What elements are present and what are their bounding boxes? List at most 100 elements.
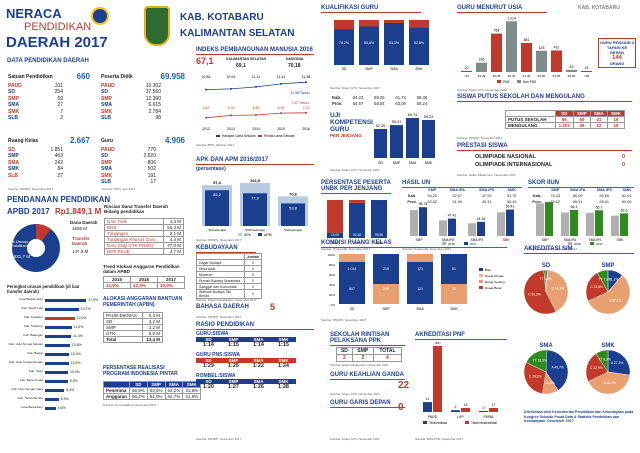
akreditasi-slice-label: A 40,7% <box>551 366 563 370</box>
prestasi-value: 0 <box>621 154 625 160</box>
usia-chart: 10 <24 186 24-29 768 30-35 1.014 36-40 581 41-45 4… <box>461 16 592 84</box>
putus-source: Sumber: PDSPK, November 2017 <box>457 136 503 140</box>
pnf-legend-swatch-2 <box>465 421 469 424</box>
unbk-bar-bg <box>349 200 365 203</box>
ipm-top-label: 11,58 <box>302 75 311 79</box>
pip-cell: 62,7% <box>164 393 184 400</box>
prestasi-row: OLIMPIADE NASIONAL 0 <box>475 153 625 161</box>
ppk-h2: SMP <box>351 347 374 355</box>
keb-row: Warisan Budaya Tak Benda 0 <box>196 289 263 299</box>
skor-bar-prev <box>586 212 594 236</box>
akreditasi-slice <box>523 269 557 315</box>
unbk-chart: 14,06 SMP 92,38 SMA 99,96 SMK <box>327 200 387 245</box>
ipm-value: 67,1 <box>196 56 214 66</box>
peringkat-value: 10,4% <box>70 352 81 356</box>
satuan-row-label: SMA <box>8 102 20 108</box>
kondisi-legend: Rusak Ringan <box>485 274 504 278</box>
ukg-cat: SMA <box>409 161 417 165</box>
hasil-cell: 47,93 <box>481 194 492 198</box>
hasil-bar <box>477 221 485 236</box>
ukg-bar <box>422 120 435 158</box>
keahlian-value: 22 <box>398 380 410 391</box>
usia-value: 581 <box>524 38 530 42</box>
usia-value: 43 <box>570 65 574 69</box>
usia-title: GURU MENURUT USIA <box>457 5 547 13</box>
akreditasi-slice <box>595 349 609 373</box>
rasio-value: 1:15 <box>277 342 289 348</box>
ukg-bar <box>390 125 403 158</box>
hasil-cell: Kab. <box>407 194 417 198</box>
peringkat-bar <box>45 362 69 365</box>
guru-row-label: SD <box>101 153 108 159</box>
tren-val-3: 10,0% <box>157 282 185 289</box>
peringkat-title: Peringkat urusan pendidikan (di luar tra… <box>7 284 80 294</box>
footer: Diterbitkan oleh Kementerian Pendidikan … <box>524 410 634 423</box>
skor-cat: SMA IPA <box>564 238 577 242</box>
rasio-heads: SD SMP SMA SMK <box>196 337 296 342</box>
garis-value: 0 <box>398 402 404 413</box>
hasil-value: 56,41 <box>506 205 515 209</box>
hasil-cell: Prov. <box>407 200 417 204</box>
akreditasi-slice-label: TT 7,9% <box>599 277 611 281</box>
hasil-head-cell: SMK <box>507 188 516 192</box>
ukg-bar <box>374 129 387 158</box>
satuan-row: SLB 2 <box>8 115 63 122</box>
kondisi-chart: 100% 80% 60% 40% 20% 0% 807 1.044 SD 248 215 SMP 121… <box>327 253 505 311</box>
ppk-title: SEKOLAH RINTISAN PELAKSANA PPK <box>330 332 405 346</box>
apk-source: Sumber: PDSPK, November 2017 <box>196 238 242 242</box>
ukg-cell: 54,57 <box>352 100 364 106</box>
guru-list: PAUD 770 SD 2.620 SMP 806 SMA 502 SMK 191 SLB 17 <box>101 147 156 186</box>
pip-cell: Penerima <box>102 387 131 394</box>
skor-cat: SMA IPS <box>589 238 602 242</box>
peringkat-chart: Kota Banjarmasin 17,9% Kab. Tanah Laut 14,7… <box>7 297 98 416</box>
pnf-cat: PAUD <box>428 415 438 419</box>
apk-value: 70,6 <box>289 191 298 196</box>
guru-row-value: 806 <box>147 159 156 166</box>
peringkat-bar <box>45 299 87 302</box>
peringkat-value: 12,9% <box>76 316 87 320</box>
skor-cell: 75,62 <box>550 200 560 204</box>
akreditasi-slice-label: C 55,9% <box>528 292 541 296</box>
kondisi-bar-top <box>339 254 365 262</box>
ipm-legend-swatch-2 <box>258 135 262 137</box>
rasio-label: GURU PNS:SISWA <box>196 352 241 358</box>
kondisi-axis-tick: 80% <box>329 263 335 267</box>
kualifikasi-chart: 79,2% SD 85,4% SMP 93,3% SMA 82,8% SMK <box>334 20 429 70</box>
satuan-row: SMP 59 <box>8 96 63 103</box>
dpd-source: Sumber: PDSPK, November 2017 <box>8 187 54 191</box>
pip-row: Penerima 66,9% 54,5% 63,2% 31,8% <box>102 387 202 394</box>
guru-row: SMP 806 <box>101 160 156 167</box>
peringkat-label: Kota Banjarbaru <box>21 405 43 409</box>
usia-legend-1: PNS <box>503 80 510 84</box>
skor-cat: SMK <box>617 238 625 242</box>
akreditasi-title: AKREDITASI S/M <box>524 246 634 254</box>
usia-cat: 56-60 <box>568 74 576 78</box>
akreditasi-slice <box>523 362 547 394</box>
peserta-row-value: 10.302 <box>145 82 161 89</box>
ipm-kal: 69,1 <box>236 63 246 69</box>
akreditasi-slice <box>587 274 631 315</box>
dpd-source-2: Sumber: DPN, Juni 2017 <box>102 187 136 191</box>
skor-head-cell: SMK <box>622 188 631 192</box>
satuan-row-label: SMP <box>8 95 19 102</box>
hasil-cell: 53,75 <box>506 194 517 198</box>
kondisi-value-1: 248 <box>383 287 389 291</box>
rasio-head: SMK <box>278 337 289 342</box>
skor-row: Prov. 75,62 66,31 65,61 60,00 <box>528 199 636 205</box>
kelas-row-value: 1.851 <box>50 146 63 153</box>
prestasi-source: Sumber: Ditjen Dikdasmen, November 2017 <box>457 173 516 177</box>
hasil-head-cell: SMA IPA <box>449 188 465 192</box>
usia-cat: 51-55 <box>553 74 561 78</box>
apk-chart: 97,4 85,2 SD/sederajat 102,5 77,9 SMP/sederaj… <box>202 178 308 237</box>
skor-cell: 66,31 <box>572 200 583 204</box>
pendanaan-source: Sumber: Kemendikbud, November 2017 <box>103 403 157 407</box>
apk-value: 102,5 <box>250 178 261 183</box>
peringkat-label: Kab. Tapin <box>28 369 43 373</box>
apbd-value: Rp1.849,1 M <box>55 207 102 216</box>
unbk-bar-bg <box>327 200 343 233</box>
ukg-row: Prov. 54,57 58,54 63,09 59,24 <box>330 100 436 106</box>
usia-bar <box>581 71 592 72</box>
pensiun-unit: ORANG <box>609 61 625 66</box>
bahasa-value: 5 <box>270 302 276 312</box>
akreditasi-slice-label: TT 18,5% <box>533 359 547 363</box>
